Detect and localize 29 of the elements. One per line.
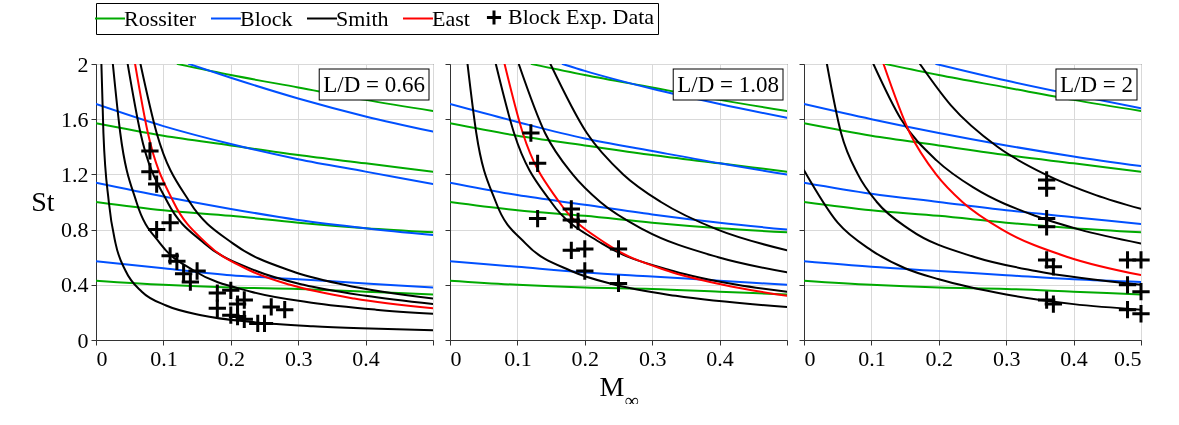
x-tick-label: 0.3: [284, 345, 313, 371]
x-tick-label: 0: [804, 345, 816, 371]
legend-label: East: [432, 5, 470, 31]
x-tick-label: 0.3: [992, 345, 1021, 371]
x-tick-label: 0.1: [858, 345, 886, 371]
y-tick-label: 1.6: [61, 106, 89, 132]
x-tick-label: 0.4: [1060, 345, 1088, 371]
x-tick-label: 0.1: [150, 345, 178, 371]
legend-label: Block: [240, 5, 293, 31]
x-tick-label: 0.2: [217, 345, 246, 371]
legend-label: Block Exp. Data: [508, 4, 655, 30]
x-tick-label: 0.2: [571, 345, 600, 371]
x-tick-label: 0.1: [504, 345, 532, 371]
y-tick-label: 2: [77, 51, 89, 77]
x-tick-label: 0.4: [352, 345, 380, 371]
x-tick-label: 0.2: [925, 345, 954, 371]
x-tick-label: 0: [450, 345, 462, 371]
legend-label: Rossiter: [124, 5, 197, 31]
x-tick-label: 0: [96, 345, 108, 371]
x-axis-title: M$_{∞}$: [599, 370, 639, 410]
x-tick-label: 0.4: [706, 345, 734, 371]
y-tick-label: 0.4: [61, 272, 89, 298]
x-tick-label: 0.3: [638, 345, 667, 371]
y-tick-label: 0.8: [61, 217, 89, 243]
y-tick-label: 1.2: [61, 161, 89, 187]
x-tick-label: 0.5: [1114, 345, 1142, 371]
y-tick-label: 0: [77, 327, 89, 353]
legend-label: Smith: [336, 5, 389, 31]
y-axis-title: St: [31, 185, 55, 217]
